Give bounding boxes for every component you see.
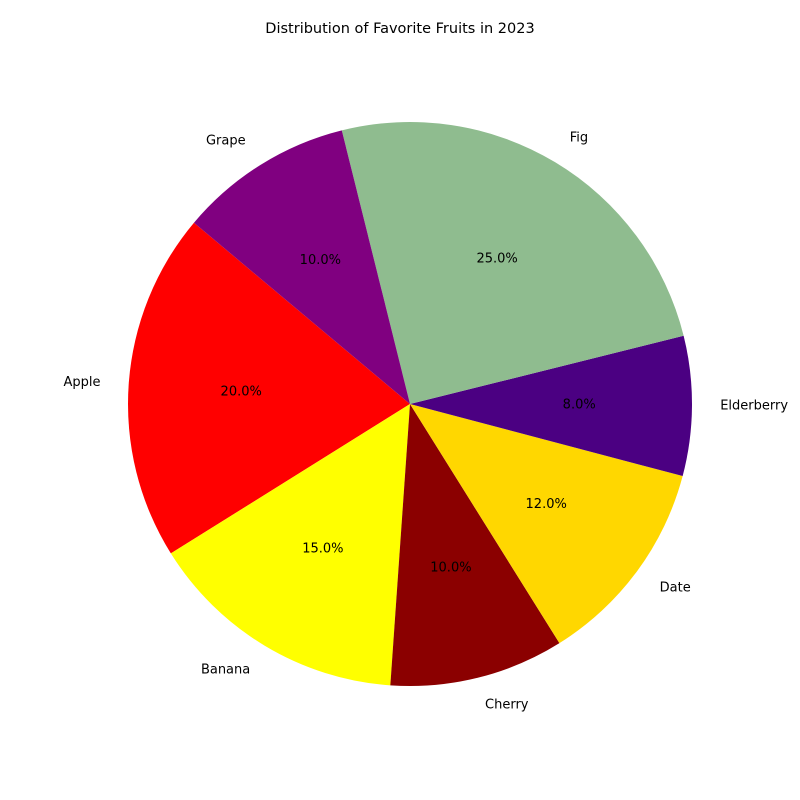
pie-slice-date bbox=[410, 404, 683, 644]
slice-label-date: Date bbox=[660, 581, 691, 596]
pie-slice-apple bbox=[128, 222, 410, 554]
pct-label-banana: 15.0% bbox=[302, 542, 343, 557]
pie-slice-banana bbox=[170, 404, 410, 686]
pct-label-grape: 10.0% bbox=[300, 253, 341, 268]
pie-labels: Apple 20.0% Banana 15.0% Cherry 10.0% Date 12.0… bbox=[64, 131, 789, 713]
pct-label-date: 12.0% bbox=[526, 497, 567, 512]
slice-label-apple: Apple bbox=[64, 375, 101, 390]
pct-label-cherry: 10.0% bbox=[430, 561, 471, 576]
slice-label-elderberry: Elderberry bbox=[720, 399, 788, 414]
chart-title: Distribution of Favorite Fruits in 2023 bbox=[265, 21, 535, 37]
pct-label-elderberry: 8.0% bbox=[563, 398, 596, 413]
pie-slices bbox=[128, 121, 693, 686]
slice-label-banana: Banana bbox=[201, 662, 250, 677]
slice-label-grape: Grape bbox=[206, 133, 246, 148]
pct-label-fig: 25.0% bbox=[476, 251, 517, 266]
pie-slice-fig bbox=[341, 121, 684, 404]
pct-label-apple: 20.0% bbox=[221, 385, 262, 400]
pie-slice-cherry bbox=[390, 404, 560, 686]
pie-slice-elderberry bbox=[410, 335, 693, 477]
slice-label-fig: Fig bbox=[570, 131, 588, 146]
pie-slice-grape bbox=[193, 130, 410, 405]
slice-label-cherry: Cherry bbox=[485, 697, 529, 712]
